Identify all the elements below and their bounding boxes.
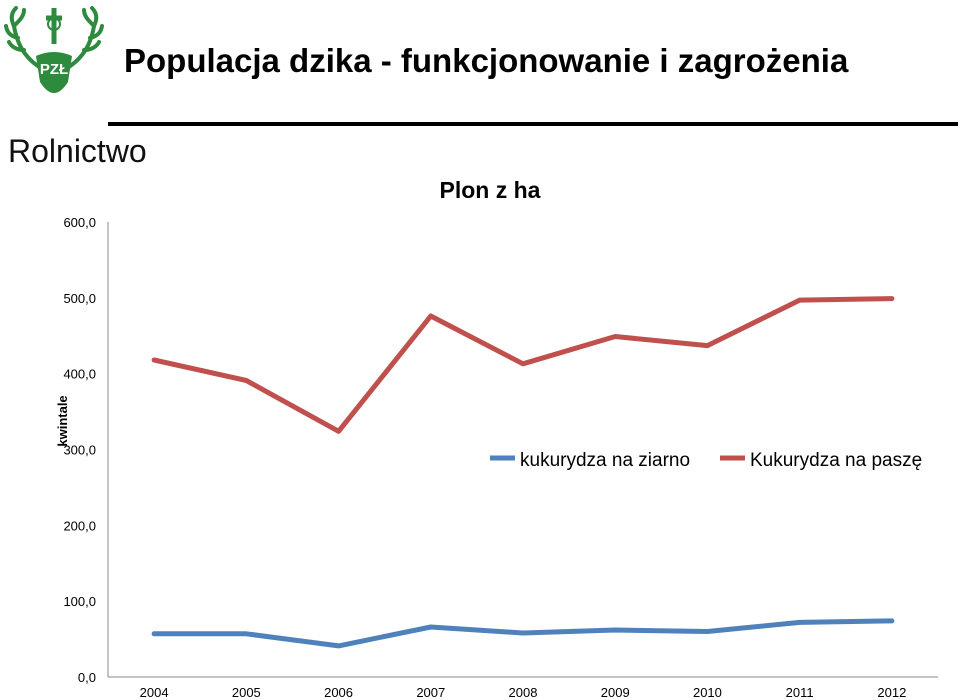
data-point — [797, 298, 802, 303]
data-point — [889, 618, 894, 623]
legend-label: Kukurydza na paszę — [750, 450, 922, 471]
data-point — [244, 631, 249, 636]
logo-text: PZŁ — [40, 61, 68, 78]
legend: kukurydza na ziarno Kukurydza na paszę — [490, 450, 922, 471]
chart-title: Plon z ha — [440, 177, 541, 203]
data-point — [428, 314, 433, 319]
pzl-emblem-icon: PZŁ — [4, 6, 104, 93]
data-point — [889, 296, 894, 301]
data-point — [521, 631, 525, 636]
data-point — [336, 643, 341, 648]
y-tick-labels: 0,0 100,0 200,0 300,0 400,0 500,0 600,0 — [63, 215, 96, 685]
data-point — [613, 627, 618, 632]
y-tick-label: 300,0 — [63, 443, 96, 458]
data-point — [797, 620, 802, 625]
data-point — [336, 429, 341, 434]
data-point — [152, 358, 157, 363]
data-point — [428, 624, 433, 629]
data-point — [521, 361, 525, 366]
data-point — [152, 631, 157, 636]
axes — [107, 222, 938, 678]
pzl-logo: PZŁ — [4, 4, 104, 110]
x-tick-label: 2010 — [693, 685, 722, 700]
x-tick-label: 2009 — [601, 685, 630, 700]
data-point — [613, 334, 618, 339]
x-tick-label: 2006 — [324, 685, 353, 700]
y-tick-label: 200,0 — [63, 518, 96, 533]
x-tick-label: 2011 — [786, 685, 814, 700]
series-lines — [151, 296, 895, 649]
x-tick-label: 2005 — [232, 685, 261, 700]
x-tick-label: 2007 — [416, 685, 445, 700]
data-point — [705, 629, 710, 634]
x-tick-labels: 2004 2005 2006 2007 2008 2009 2010 2011 2012 — [140, 685, 907, 700]
page-title: Populacja dzika - funkcjonowanie i zagro… — [124, 42, 849, 79]
legend-label: kukurydza na ziarno — [520, 450, 690, 471]
x-tick-label: 2012 — [877, 685, 906, 700]
data-point — [705, 343, 710, 348]
x-tick-label: 2008 — [509, 685, 538, 700]
y-axis-label: kwintale — [55, 395, 70, 446]
title-divider — [108, 122, 958, 126]
x-tick-label: 2004 — [140, 685, 169, 700]
y-tick-label: 0,0 — [78, 670, 96, 685]
section-title: Rolnictwo — [8, 133, 147, 169]
y-tick-label: 400,0 — [63, 367, 96, 382]
y-tick-label: 500,0 — [63, 291, 96, 306]
y-tick-label: 600,0 — [63, 215, 96, 230]
data-point — [244, 378, 249, 383]
y-tick-label: 100,0 — [63, 594, 96, 609]
